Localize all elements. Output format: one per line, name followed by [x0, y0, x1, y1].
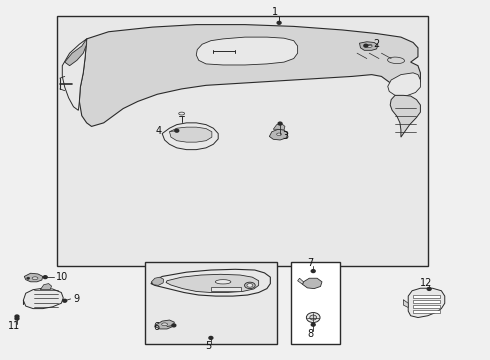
Circle shape [277, 21, 281, 24]
Polygon shape [297, 278, 303, 284]
Polygon shape [166, 274, 259, 293]
Ellipse shape [245, 282, 255, 289]
Polygon shape [408, 288, 445, 318]
Text: 8: 8 [307, 329, 313, 339]
Polygon shape [155, 320, 174, 329]
Polygon shape [65, 39, 87, 66]
Ellipse shape [32, 277, 38, 280]
Polygon shape [79, 24, 420, 126]
Text: 7: 7 [308, 258, 314, 268]
Ellipse shape [215, 280, 231, 284]
Text: 10: 10 [56, 272, 68, 282]
Text: 5: 5 [205, 341, 211, 351]
Bar [413, 305, 440, 308]
Polygon shape [302, 278, 322, 289]
Bar [57, 16, 428, 266]
Text: 9: 9 [74, 294, 79, 304]
Polygon shape [196, 37, 297, 65]
Text: 1: 1 [272, 7, 278, 17]
Circle shape [175, 129, 179, 132]
Polygon shape [24, 273, 43, 282]
Circle shape [15, 315, 19, 318]
Circle shape [278, 122, 282, 125]
Text: 4: 4 [156, 126, 162, 136]
Circle shape [311, 270, 315, 273]
Polygon shape [151, 277, 164, 285]
Text: 3: 3 [282, 131, 288, 141]
Polygon shape [273, 123, 285, 130]
Bar [145, 262, 277, 344]
Bar [413, 296, 440, 298]
Polygon shape [388, 73, 420, 96]
Ellipse shape [310, 315, 317, 320]
Ellipse shape [367, 45, 372, 48]
Text: 11: 11 [8, 321, 20, 332]
Bar [413, 310, 440, 313]
Circle shape [15, 317, 19, 320]
Polygon shape [62, 39, 87, 111]
Ellipse shape [277, 133, 282, 135]
Text: 2: 2 [374, 39, 380, 49]
Circle shape [172, 324, 176, 327]
Text: 12: 12 [420, 278, 433, 288]
Ellipse shape [27, 277, 30, 279]
Polygon shape [162, 123, 218, 150]
Circle shape [209, 337, 213, 339]
Polygon shape [40, 284, 51, 290]
Ellipse shape [247, 284, 253, 287]
Ellipse shape [306, 312, 320, 323]
Polygon shape [151, 269, 270, 296]
Circle shape [63, 299, 67, 302]
Circle shape [311, 323, 315, 326]
Ellipse shape [162, 323, 168, 326]
Circle shape [43, 276, 47, 279]
Ellipse shape [388, 57, 405, 64]
Polygon shape [360, 42, 378, 50]
Bar [211, 287, 241, 292]
Circle shape [364, 44, 368, 47]
Circle shape [427, 288, 431, 291]
Polygon shape [170, 127, 212, 142]
Ellipse shape [179, 112, 185, 115]
Bar [291, 262, 340, 344]
Polygon shape [270, 129, 288, 140]
Polygon shape [403, 300, 408, 307]
Text: 6: 6 [153, 322, 160, 332]
Bar [413, 300, 440, 303]
Polygon shape [390, 95, 420, 137]
Polygon shape [24, 288, 63, 309]
